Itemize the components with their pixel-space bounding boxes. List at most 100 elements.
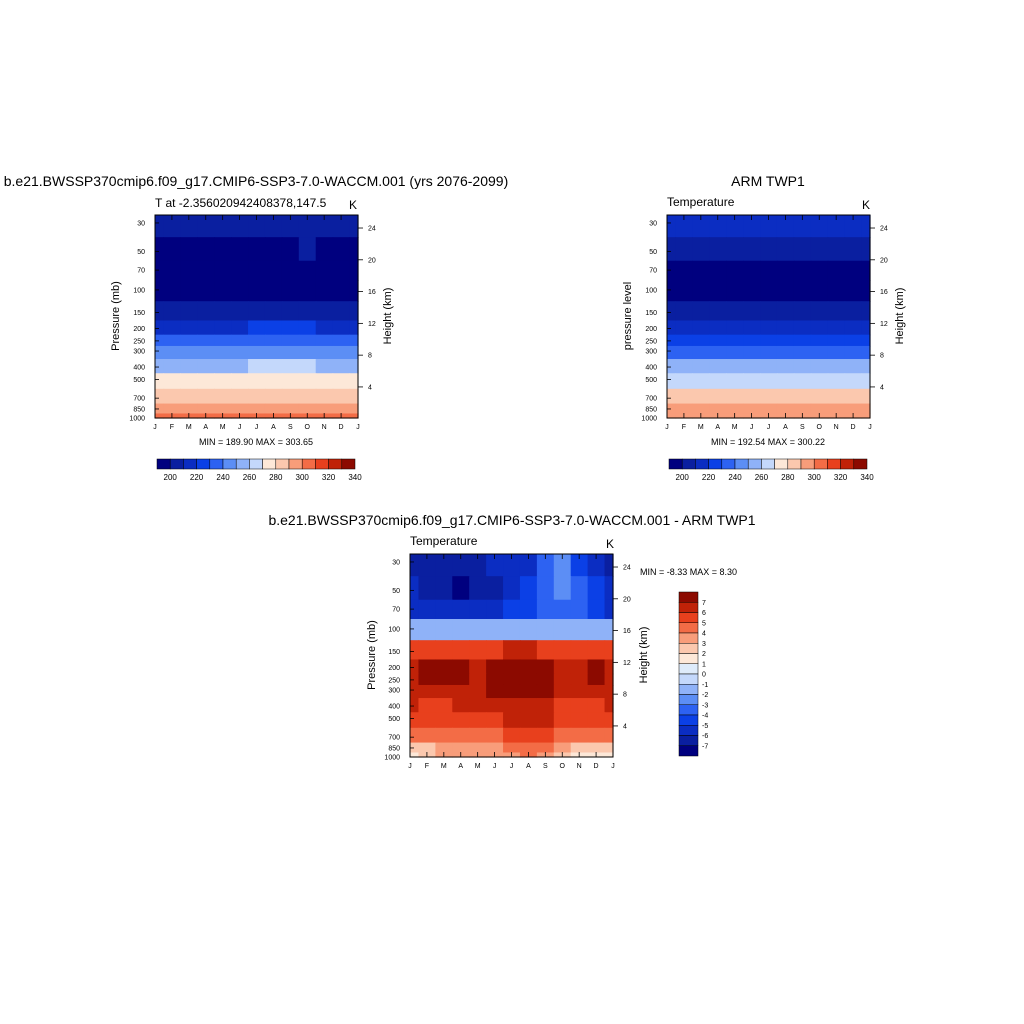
contour-cell (793, 388, 812, 405)
contour-cell (332, 320, 351, 336)
colorbar-swatch (315, 458, 329, 470)
contour-cell (570, 712, 589, 729)
contour-cell (587, 698, 606, 713)
contour-cell (503, 684, 521, 699)
contour-cell (410, 640, 420, 661)
contour-cell (410, 554, 420, 577)
contour-cell (604, 554, 614, 577)
contour-cell (155, 413, 165, 419)
contour-cell (281, 260, 300, 281)
panel-diff-minmax: MIN = -8.33 MAX = 8.30 (640, 567, 737, 577)
colorbar-swatch (301, 458, 316, 470)
contour-cell (315, 388, 334, 405)
contour-cell (231, 373, 249, 390)
colorbar-swatch (169, 458, 184, 470)
colorbar-swatch (222, 458, 237, 470)
contour-cell (155, 215, 165, 238)
contour-cell (604, 712, 614, 729)
contour-cell (410, 619, 420, 641)
y-tick-label: 1000 (641, 416, 657, 423)
x-tick-label: A (783, 424, 788, 431)
contour-cell (827, 403, 846, 415)
contour-cell (692, 215, 710, 238)
contour-cell (793, 359, 812, 374)
y-tick-label: 500 (133, 377, 145, 384)
contour-cell (197, 215, 215, 238)
contour-cell (587, 599, 606, 620)
contour-cell (810, 334, 829, 347)
contour-cell (486, 684, 504, 699)
y2-tick-label: 4 (880, 384, 884, 391)
contour-cell (844, 403, 863, 415)
contour-cell (570, 727, 589, 744)
contour-cell (810, 388, 829, 405)
contour-cell (469, 599, 487, 620)
contour-cell (604, 659, 614, 675)
contour-cell (519, 554, 538, 577)
contour-cell (231, 301, 249, 322)
contour-cell (469, 712, 487, 729)
y-tick-label: 500 (388, 716, 400, 723)
axes-diff: J F M A M J J A S O N D J 30 50 70 100 150 200 250 300 400 500… (384, 553, 631, 770)
contour-cell (452, 576, 470, 601)
contour-cell (248, 320, 266, 336)
contour-cell (604, 698, 614, 713)
contour-cell (486, 640, 504, 661)
contour-cell (214, 280, 232, 302)
contour-cell (486, 727, 504, 744)
contour-cell (332, 237, 351, 262)
contour-cell (418, 640, 436, 661)
panel-model-y2label: Height (km) (382, 288, 394, 345)
contour-cell (709, 301, 727, 322)
contour-cell (155, 388, 165, 405)
contour-cell (155, 373, 165, 390)
contour-cell (604, 742, 614, 754)
contour-cell (827, 373, 846, 390)
contour-cell (667, 280, 677, 302)
x-tick-label: J (255, 424, 259, 431)
contour-cell (281, 215, 300, 238)
contour-cell (410, 576, 420, 601)
colorbar-swatch (275, 458, 290, 470)
contour-cell (844, 359, 863, 374)
contour-cell (553, 576, 572, 601)
contour-cell (709, 237, 727, 262)
x-tick-label: M (732, 424, 738, 431)
contour-cell (332, 403, 351, 415)
contour-cell (553, 673, 572, 686)
contour-cell (180, 403, 198, 415)
contour-cell (709, 345, 727, 360)
contour-cell (197, 388, 215, 405)
panel-model-ylabel: Pressure (mb) (110, 281, 122, 351)
colorbar-swatch (341, 458, 356, 470)
contour-cell (155, 237, 165, 262)
colorbar-swatch (708, 458, 723, 470)
contour-cell (587, 673, 606, 686)
panel-model-title: b.e21.BWSSP370cmip6.f09_g17.CMIP6-SSP3-7… (4, 173, 509, 189)
contour-cell (536, 727, 555, 744)
y-tick-label: 30 (137, 220, 145, 227)
y-tick-label: 150 (645, 310, 657, 317)
contour-cell (726, 345, 744, 360)
contour-cell (418, 673, 436, 686)
y2-tick-label: 24 (623, 565, 631, 572)
contour-cell (214, 334, 232, 347)
y-tick-label: 50 (392, 588, 400, 595)
panel-diff-y2label: Height (km) (638, 627, 650, 684)
contour-cell (760, 403, 778, 415)
contour-cell (452, 698, 470, 713)
contour-cell (692, 388, 710, 405)
contour-cell (570, 659, 589, 675)
contour-cell (844, 237, 863, 262)
contour-cell (231, 359, 249, 374)
contour-cell (743, 345, 761, 360)
contour-cell (315, 260, 334, 281)
x-tick-label: S (800, 424, 805, 431)
contour-cell (675, 373, 693, 390)
contour-cell (776, 280, 795, 302)
contour-cell (452, 640, 470, 661)
contour-cell (861, 413, 871, 419)
contour-cell (587, 684, 606, 699)
x-tick-label: M (698, 424, 704, 431)
y-tick-label: 1000 (129, 416, 145, 423)
